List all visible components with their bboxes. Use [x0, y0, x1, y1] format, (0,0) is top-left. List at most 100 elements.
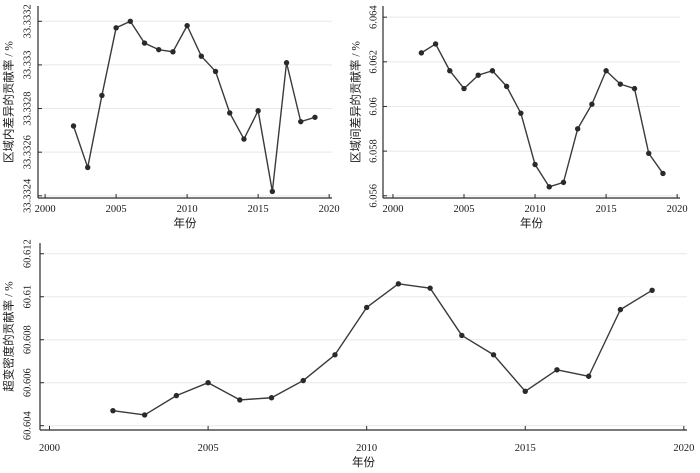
- data-point: [99, 92, 105, 99]
- data-point: [418, 50, 425, 56]
- x-tick-label: 2000: [382, 204, 403, 215]
- x-axis-label: 年份: [174, 216, 197, 230]
- data-point: [70, 123, 77, 129]
- data-point: [395, 281, 402, 287]
- data-point: [617, 306, 624, 313]
- data-point: [646, 150, 652, 157]
- data-point: [127, 18, 134, 24]
- y-tick-label: 33.3324: [22, 178, 33, 213]
- y-tick-label: 60.606: [22, 368, 33, 397]
- data-point: [427, 285, 433, 291]
- x-tick-label: 2005: [106, 204, 127, 215]
- data-point: [110, 407, 116, 414]
- x-tick-label: 2015: [515, 443, 536, 454]
- x-tick-label: 2010: [177, 204, 198, 215]
- data-point: [603, 68, 609, 74]
- x-tick-label: 2020: [319, 204, 340, 215]
- y-tick-label: 6.058: [368, 139, 379, 163]
- x-tick-label: 2000: [39, 443, 60, 454]
- y-tick-label: 60.61: [22, 285, 33, 309]
- y-tick-label: 33.3326: [22, 135, 33, 169]
- data-point: [490, 352, 497, 358]
- x-tick-label: 2020: [667, 204, 688, 215]
- y-tick-label: 60.604: [22, 411, 33, 441]
- data-point: [459, 332, 465, 339]
- data-point: [312, 114, 318, 120]
- data-point: [554, 367, 560, 373]
- x-tick-label: 2000: [35, 204, 56, 215]
- data-point: [85, 164, 91, 171]
- data-point: [268, 395, 275, 401]
- data-point: [489, 68, 496, 74]
- data-point: [649, 287, 655, 293]
- x-tick-label: 2015: [596, 204, 617, 215]
- data-point: [212, 68, 219, 75]
- data-point: [156, 46, 162, 53]
- y-tick-label: 6.056: [368, 184, 379, 208]
- x-tick-label: 2015: [248, 204, 269, 215]
- data-point: [113, 25, 119, 31]
- data-point: [198, 53, 205, 59]
- data-point: [173, 392, 180, 399]
- x-axis-label: 年份: [352, 455, 375, 469]
- data-point: [141, 40, 148, 46]
- data-point: [205, 380, 211, 386]
- data-point: [332, 352, 338, 358]
- y-tick-label: 33.3332: [22, 4, 33, 38]
- data-line: [112, 283, 653, 416]
- data-point: [300, 377, 306, 384]
- x-tick-label: 2005: [454, 204, 475, 215]
- x-tick-label: 2005: [198, 443, 219, 454]
- data-point: [518, 110, 524, 116]
- data-point: [170, 49, 176, 55]
- data-point: [283, 60, 290, 66]
- y-axis-label: 区域内差异的贡献率 / %: [2, 41, 16, 163]
- data-point: [522, 388, 528, 395]
- y-tick-label: 33.3328: [22, 91, 33, 125]
- x-tick-label: 2010: [356, 443, 377, 454]
- data-point: [560, 179, 567, 186]
- chart-intra-regional-canvas: 33.3324 33.3326 33.3328 33.333 33.3332 2000 20…: [2, 4, 340, 230]
- chart-inter-regional-canvas: 6.056 6.058 6.06 6.062 6.064 2000 2005 2010 2015…: [349, 5, 688, 230]
- y-tick-label: 60.608: [22, 325, 33, 354]
- data-point: [631, 85, 638, 92]
- data-line: [72, 20, 316, 193]
- data-point: [589, 101, 595, 107]
- y-tick-label: 6.064: [368, 5, 379, 29]
- data-point: [255, 108, 261, 114]
- y-axis-label: 区域间差异的贡献率 / %: [349, 41, 363, 163]
- data-point: [574, 126, 581, 132]
- y-axis-label: 超变密度的贡献率 / %: [2, 281, 16, 392]
- x-tick-label: 2020: [673, 443, 694, 454]
- data-point: [227, 110, 233, 116]
- data-point: [141, 412, 148, 418]
- data-point: [432, 41, 439, 47]
- x-tick-label: 2010: [525, 204, 546, 215]
- data-point: [363, 304, 370, 311]
- chart-hypervariable-density-canvas: 60.604 60.606 60.608 60.61 60.612 2000 2005 201…: [2, 239, 695, 469]
- data-point: [237, 397, 243, 403]
- y-tick-label: 33.333: [22, 50, 33, 79]
- chart-hypervariable-density-contribution: 60.604 60.606 60.608 60.61 60.612 2000 2005 201…: [0, 232, 700, 473]
- y-tick-label: 60.612: [22, 239, 33, 268]
- data-point: [585, 373, 592, 379]
- chart-inter-regional-contribution: 6.056 6.058 6.06 6.062 6.064 2000 2005 2010 2015…: [345, 0, 700, 232]
- data-point: [298, 118, 304, 125]
- data-point: [503, 83, 510, 90]
- data-point: [546, 184, 552, 190]
- data-point: [532, 161, 538, 168]
- y-tick-label: 6.06: [368, 97, 379, 115]
- data-point: [447, 68, 453, 74]
- data-point: [269, 188, 276, 195]
- x-axis-label: 年份: [520, 216, 543, 230]
- chart-intra-regional-contribution: 33.3324 33.3326 33.3328 33.333 33.3332 2000 20…: [0, 0, 345, 232]
- data-point: [660, 170, 666, 177]
- data-point: [461, 85, 467, 92]
- data-point: [184, 22, 190, 29]
- data-line: [420, 43, 664, 188]
- data-point: [617, 81, 624, 87]
- y-tick-label: 6.062: [368, 50, 379, 74]
- data-point: [241, 136, 247, 142]
- data-point: [475, 72, 481, 78]
